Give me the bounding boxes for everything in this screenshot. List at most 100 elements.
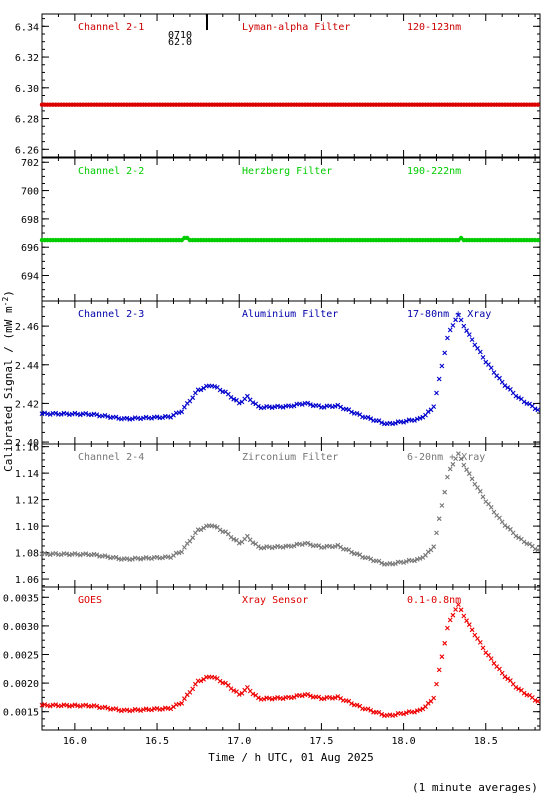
series-points xyxy=(39,602,541,719)
data-point xyxy=(412,418,417,423)
y-tick-label: 702 xyxy=(21,158,39,169)
data-point xyxy=(113,706,119,711)
data-point xyxy=(332,695,338,701)
data-point xyxy=(228,395,234,400)
data-point xyxy=(308,693,313,699)
data-point xyxy=(190,395,196,401)
data-point xyxy=(299,402,305,407)
data-point xyxy=(245,533,250,539)
data-point xyxy=(217,527,223,533)
data-point xyxy=(58,411,64,417)
data-point xyxy=(401,419,406,425)
data-point xyxy=(217,678,223,684)
data-point xyxy=(442,350,448,356)
data-point xyxy=(472,632,478,638)
data-point xyxy=(436,376,442,382)
data-point xyxy=(308,542,313,547)
data-point xyxy=(280,404,286,410)
data-point xyxy=(442,489,448,495)
data-point xyxy=(445,474,450,480)
panel-1: 6.26 6.28 6.30 6.32 6.34 Channel 2-1 Lyman-alp… xyxy=(15,13,541,158)
data-point xyxy=(58,703,64,709)
data-point xyxy=(436,667,442,673)
data-point xyxy=(508,678,513,683)
data-point xyxy=(182,545,187,550)
data-point xyxy=(403,418,409,424)
data-point xyxy=(477,640,483,645)
data-point xyxy=(141,415,146,421)
data-point xyxy=(442,640,448,646)
data-point xyxy=(535,698,541,704)
data-point xyxy=(354,411,360,416)
footnote: (1 minute averages) xyxy=(412,781,538,794)
data-point xyxy=(275,543,280,549)
data-point xyxy=(469,337,475,342)
data-point xyxy=(179,700,185,706)
data-point xyxy=(130,556,135,562)
panel-frame xyxy=(41,443,541,588)
data-point xyxy=(521,690,527,696)
data-point xyxy=(280,545,286,550)
data-point xyxy=(458,317,464,323)
panel-3: 2.40 2.42 2.44 2.46 Channel 2-3 Aluminium Fil… xyxy=(15,300,541,449)
data-point xyxy=(456,451,461,457)
y-tick-label: 6.34 xyxy=(15,22,39,33)
y-tick-label: 2.40 xyxy=(15,438,39,449)
data-point xyxy=(316,543,322,549)
data-point xyxy=(94,703,100,709)
x-tick-label: 17.5 xyxy=(309,736,333,747)
panel-band-label: 0.1-0.8nm xyxy=(407,595,461,606)
data-point xyxy=(508,526,513,532)
data-point xyxy=(321,545,327,550)
x-tick-label: 17.0 xyxy=(227,736,251,747)
data-point xyxy=(453,456,458,461)
data-point xyxy=(477,349,483,355)
data-point xyxy=(267,695,272,701)
y-tick-label: 1.10 xyxy=(15,522,39,533)
data-point xyxy=(335,542,341,548)
data-point xyxy=(228,686,234,691)
data-point xyxy=(42,550,48,556)
data-point xyxy=(458,607,464,613)
data-point xyxy=(280,696,286,702)
data-point xyxy=(83,702,89,708)
panels-group: 6.26 6.28 6.30 6.32 6.34 Channel 2-1 Lyman-alp… xyxy=(3,13,541,747)
data-point xyxy=(332,544,338,549)
panel-filter-label: Aluminium Filter xyxy=(242,309,338,320)
data-point xyxy=(450,323,456,328)
data-point xyxy=(516,686,521,692)
data-point xyxy=(321,404,327,410)
data-point xyxy=(425,700,431,706)
data-point xyxy=(488,505,494,510)
data-point xyxy=(431,544,437,550)
data-point xyxy=(143,414,149,420)
data-point xyxy=(535,237,541,243)
data-point xyxy=(502,383,508,389)
data-point xyxy=(94,412,100,417)
data-point xyxy=(379,420,385,425)
data-point xyxy=(321,696,327,702)
data-point xyxy=(149,415,154,421)
data-point xyxy=(154,706,160,711)
data-point xyxy=(64,702,70,708)
y-tick-label: 0.0030 xyxy=(3,622,39,633)
data-point xyxy=(488,656,494,661)
panel-band-label: 190-222nm xyxy=(407,166,461,177)
data-point xyxy=(113,554,119,560)
data-point xyxy=(505,676,511,682)
data-point xyxy=(417,707,423,713)
data-point xyxy=(124,556,130,561)
data-point xyxy=(497,666,502,672)
data-point xyxy=(403,710,409,716)
data-point xyxy=(143,706,149,712)
data-point xyxy=(477,488,483,494)
data-point xyxy=(480,355,486,360)
data-point xyxy=(141,555,146,561)
data-point xyxy=(464,618,469,624)
y-tick-label: 0.0020 xyxy=(3,679,39,690)
data-point xyxy=(434,390,439,396)
data-point xyxy=(245,393,250,399)
data-point xyxy=(102,704,108,710)
series-points xyxy=(39,102,541,107)
data-point xyxy=(299,693,305,699)
